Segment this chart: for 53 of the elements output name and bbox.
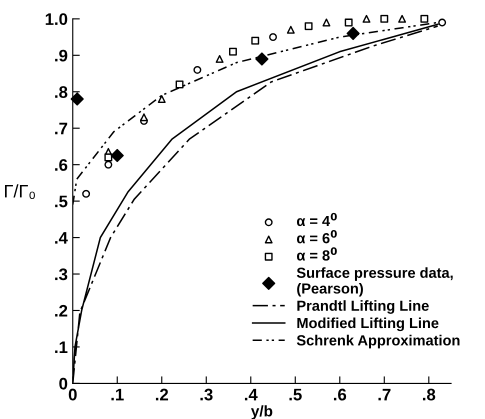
y-tick-label: .6 — [55, 159, 68, 171]
y-tick-label: .8 — [55, 86, 68, 98]
point — [158, 95, 166, 104]
point — [82, 190, 90, 198]
point — [70, 92, 84, 106]
point — [193, 66, 202, 74]
legend-label: Schrenk Approximation — [296, 334, 460, 348]
legend-label: Surface pressure data, (Pearson) — [296, 267, 453, 297]
legend-label: Prandtl Lifting Line — [297, 300, 429, 314]
y-tick-label: .7 — [55, 122, 68, 134]
y-tick-label: .1 — [55, 342, 68, 353]
point — [304, 22, 313, 30]
legend-label: α = 4$^{0}$ — [296, 212, 337, 226]
point — [362, 14, 370, 23]
point — [346, 26, 360, 40]
y-tick-label: .5 — [55, 196, 68, 208]
y-axis-title: Γ/Γ₀ — [5, 184, 35, 200]
point — [255, 52, 268, 66]
legend-label: α = 8$^{0}$ — [296, 247, 337, 261]
x-tick-label: 0 — [68, 388, 77, 400]
x-tick-label: .1 — [111, 388, 124, 400]
y-tick-label: 0 — [59, 378, 68, 390]
x-tick-label: .7 — [378, 388, 391, 400]
point — [420, 14, 428, 23]
point — [110, 148, 124, 162]
x-tick-label: .6 — [334, 388, 346, 400]
y-tick-label: .3 — [55, 268, 68, 280]
point — [140, 113, 148, 122]
point — [269, 33, 277, 42]
x-tick-label: .3 — [200, 388, 213, 401]
x-tick-label: .2 — [156, 388, 168, 400]
point — [380, 14, 388, 23]
point — [344, 18, 353, 26]
point — [322, 18, 330, 26]
legend-label: Modified Lifting Line — [297, 317, 438, 332]
y-tick-label: .2 — [55, 304, 68, 317]
y-tick-label: .4 — [55, 232, 68, 244]
y-tick-label: 1.0 — [46, 13, 68, 26]
x-tick-label: .4 — [244, 388, 258, 400]
point — [286, 26, 295, 34]
point — [104, 160, 112, 169]
point — [176, 80, 184, 88]
x-tick-label: .5 — [289, 388, 302, 400]
point — [216, 55, 224, 63]
legend-label: α = 6$^{0}$ — [296, 230, 337, 244]
x-tick-label: .8 — [422, 388, 436, 400]
point — [398, 14, 406, 23]
y-tick-label: .9 — [55, 50, 68, 62]
point — [104, 153, 112, 162]
x-axis-title: y/b — [250, 405, 272, 419]
point — [438, 18, 446, 26]
point — [229, 48, 237, 56]
point — [251, 36, 260, 45]
